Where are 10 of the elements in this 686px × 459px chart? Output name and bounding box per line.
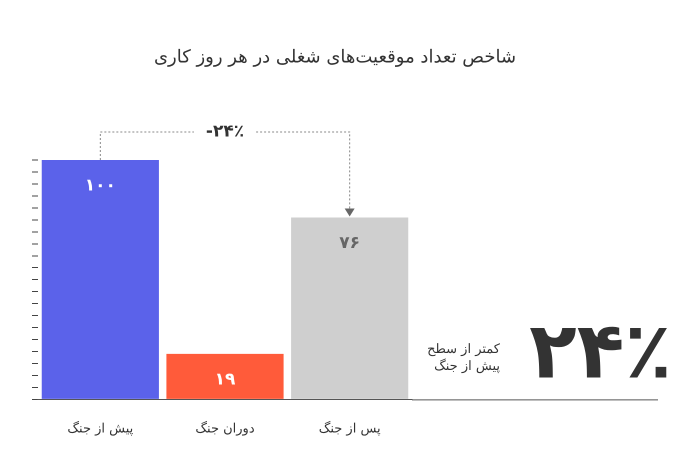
text: کمتر از سطح پیش از جنگ [427, 342, 501, 374]
x-tick-label: پس از جنگ [318, 420, 382, 437]
chart-title: شاخص تعداد موقعیت‌های شغلی در هر روز کاری [154, 46, 516, 68]
x-tick-label: دوران جنگ [195, 420, 255, 437]
data-label: ۷۶ [339, 232, 360, 253]
data-label: ۱۹ [214, 369, 236, 390]
text: ۲۴٪ [529, 306, 672, 396]
x-tick-label: پیش از جنگ [67, 420, 134, 437]
text: -۲۴٪ [206, 121, 244, 142]
data-label: ۱۰۰ [84, 175, 116, 196]
